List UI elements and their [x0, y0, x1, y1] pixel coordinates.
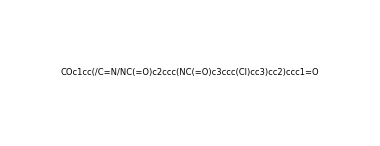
Text: COc1cc(/C=N/NC(=O)c2ccc(NC(=O)c3ccc(Cl)cc3)cc2)ccc1=O: COc1cc(/C=N/NC(=O)c2ccc(NC(=O)c3ccc(Cl)c…: [61, 68, 319, 78]
